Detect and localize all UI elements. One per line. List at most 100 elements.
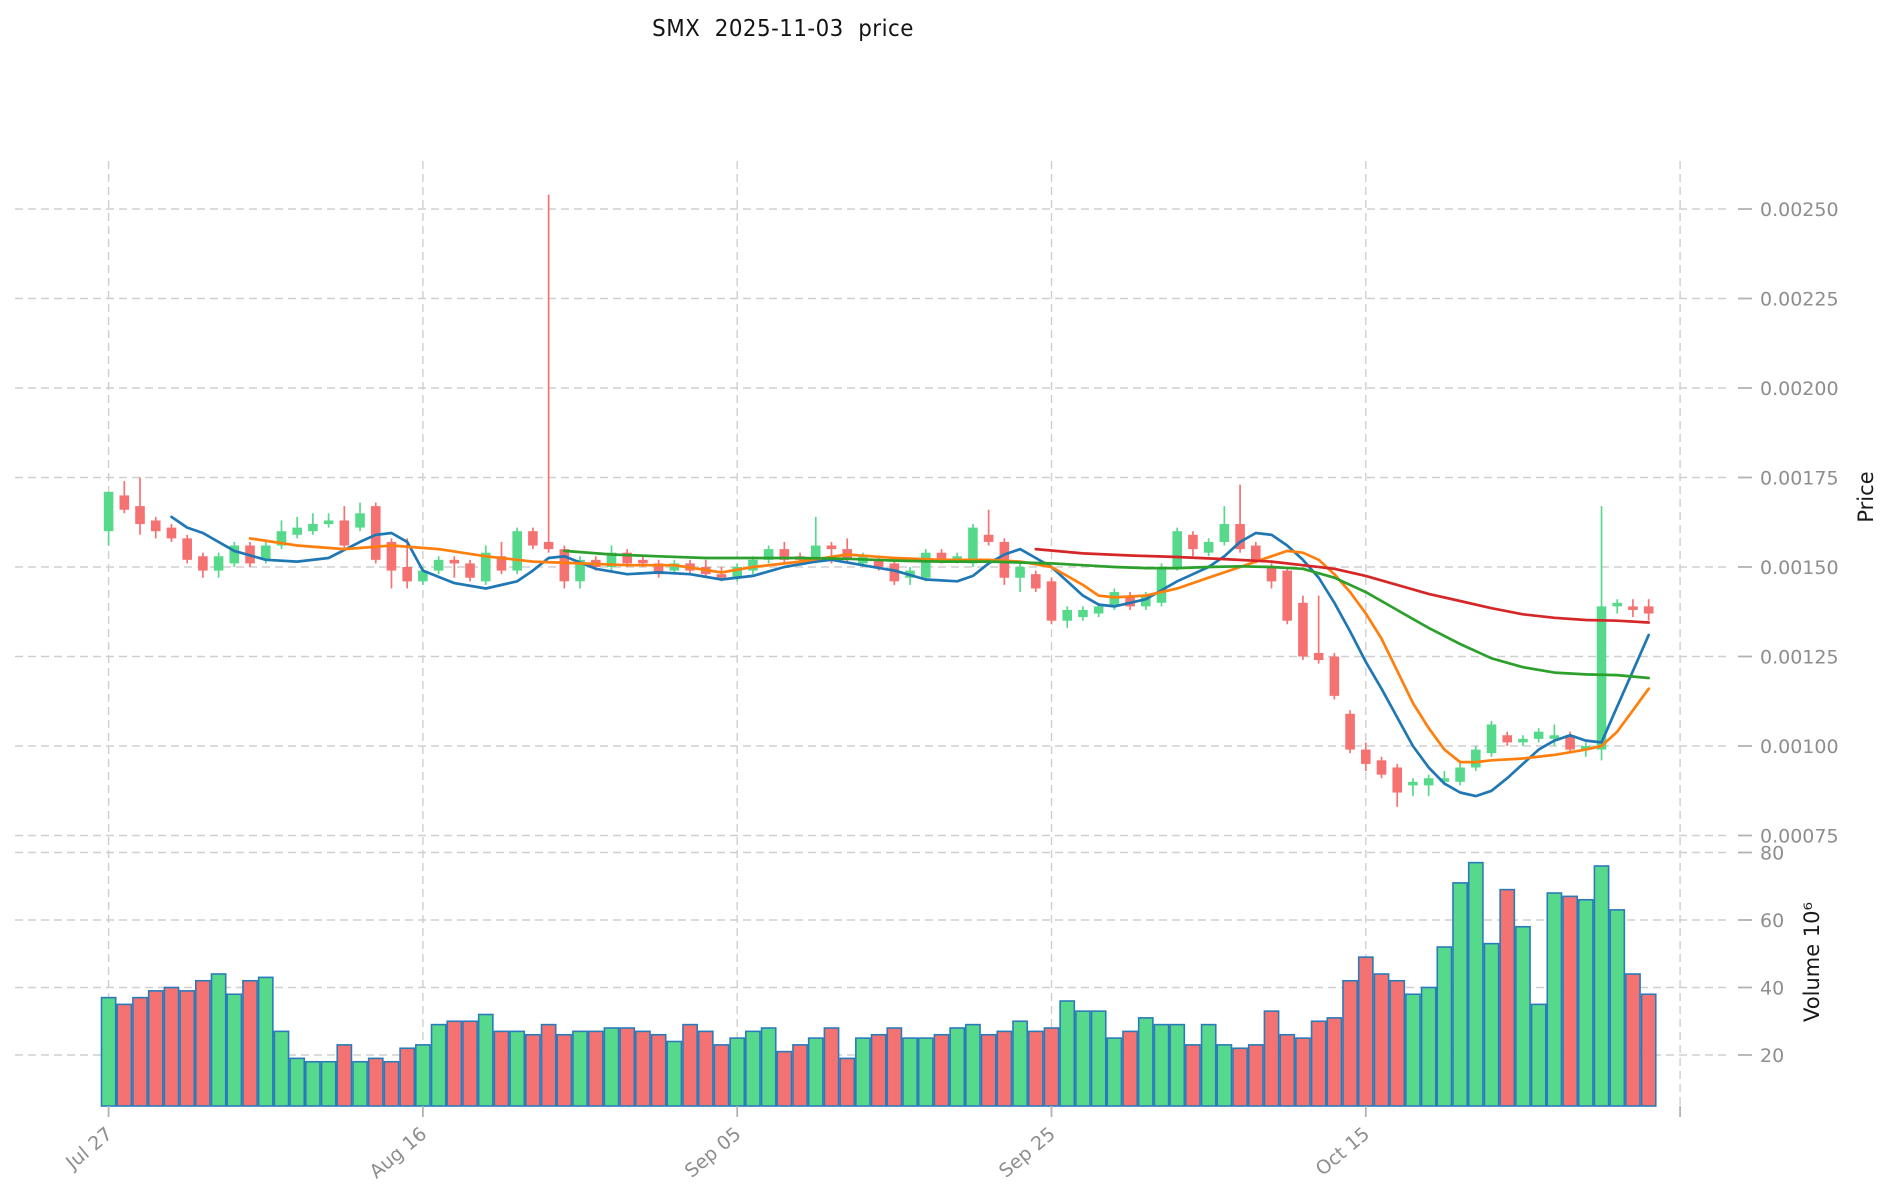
volume-bar <box>1247 1044 1264 1107</box>
candle-body <box>1140 595 1151 607</box>
volume-bar <box>792 1044 808 1107</box>
volume-bar <box>965 1023 981 1107</box>
candle-body <box>653 563 664 575</box>
candle-body <box>920 552 931 578</box>
candle-body <box>543 541 554 550</box>
candle-body <box>370 506 381 560</box>
volume-bar <box>1169 1023 1186 1107</box>
candle-body <box>889 563 900 582</box>
candle-body <box>480 552 491 582</box>
volume-bar <box>1562 895 1578 1107</box>
volume-bar <box>635 1030 651 1107</box>
candle-body <box>1266 567 1277 582</box>
volume-bar <box>572 1030 588 1107</box>
volume-bar <box>1012 1020 1028 1107</box>
volume-bar <box>399 1047 416 1107</box>
candle-body <box>1282 570 1293 621</box>
volume-bar <box>116 1003 133 1107</box>
candle-body <box>1408 781 1418 786</box>
candle-body <box>1376 760 1387 775</box>
candle-body <box>826 545 837 550</box>
volume-bar <box>242 979 258 1107</box>
candle-body <box>1628 606 1638 610</box>
candle-body <box>166 527 177 539</box>
volume-bar <box>477 1013 494 1107</box>
candle-body <box>732 567 742 578</box>
volume-bar <box>320 1060 337 1107</box>
price-axis-label: Price <box>1854 471 1878 523</box>
volume-bar <box>352 1060 368 1107</box>
volume-bar <box>273 1030 290 1107</box>
candle-body <box>1361 749 1371 764</box>
volume-bar <box>1546 892 1563 1107</box>
volume-bar <box>1232 1047 1248 1107</box>
volume-bar <box>902 1037 918 1107</box>
candle-body <box>873 559 884 567</box>
volume-bar <box>917 1037 934 1107</box>
candle-body <box>465 563 475 578</box>
candle-body <box>1533 731 1544 739</box>
candle-body <box>559 549 570 582</box>
candle-body <box>606 552 617 567</box>
candle-body <box>1062 609 1073 621</box>
volume-bar <box>100 996 117 1107</box>
volume-bar <box>179 990 196 1107</box>
volume-bar <box>666 1040 683 1107</box>
candle-body <box>1565 735 1575 750</box>
volume-bar <box>1530 1003 1547 1107</box>
volume-bar <box>414 1044 431 1107</box>
volume-bar <box>1043 1027 1060 1107</box>
volume-bar <box>1106 1037 1123 1107</box>
volume-bar <box>132 996 148 1107</box>
date-tick-label: Jul 27 <box>61 1123 117 1175</box>
candle-body <box>1125 595 1135 607</box>
volume-bar <box>556 1033 573 1107</box>
price-tick-label: 0.00200 <box>1760 378 1839 400</box>
candle-body <box>763 549 774 560</box>
volume-bar <box>430 1023 447 1107</box>
candle-body <box>276 531 287 546</box>
volume-bar <box>367 1057 384 1107</box>
volume-bar <box>1326 1017 1343 1107</box>
volume-bar <box>1405 993 1421 1107</box>
volume-bar <box>1216 1044 1233 1107</box>
volume-bar <box>1200 1023 1217 1107</box>
candle-body <box>182 538 192 560</box>
volume-bar <box>1279 1033 1296 1107</box>
volume-bar <box>1373 973 1390 1107</box>
candle-body <box>1250 545 1261 560</box>
price-tick-label: 0.00250 <box>1760 199 1839 221</box>
volume-bar <box>147 990 164 1107</box>
candle-body <box>119 495 130 510</box>
candle-body <box>1455 767 1465 782</box>
volume-bar <box>1436 946 1453 1107</box>
volume-bar <box>1577 898 1594 1107</box>
volume-bar <box>776 1050 793 1107</box>
date-tick-label: Sep 25 <box>995 1123 1060 1182</box>
price-tick-label: 0.00125 <box>1760 647 1839 669</box>
volume-bar <box>493 1030 510 1107</box>
volume-bar <box>383 1060 400 1107</box>
price-tick-label: 0.00225 <box>1760 289 1839 311</box>
volume-bar <box>760 1027 777 1107</box>
volume-bar <box>949 1027 966 1107</box>
candle-body <box>1612 602 1623 607</box>
candle-body <box>1015 567 1025 578</box>
volume-bar <box>619 1027 636 1107</box>
volume-bar <box>1609 909 1626 1107</box>
moving-average-line-ma30 <box>562 549 1651 680</box>
candle-body <box>496 556 507 571</box>
candle-body <box>1046 581 1057 621</box>
volume-bar <box>289 1057 306 1107</box>
candle-body <box>528 531 538 546</box>
volume-bar <box>509 1030 526 1107</box>
candle-body <box>936 552 947 560</box>
volume-bar <box>587 1030 604 1107</box>
volume-bar <box>1483 942 1500 1107</box>
volume-bar <box>855 1037 871 1107</box>
volume-bar <box>682 1023 698 1107</box>
price-tick-label: 0.00150 <box>1760 557 1839 579</box>
candle-body <box>1423 778 1434 786</box>
candle-body <box>402 567 412 582</box>
